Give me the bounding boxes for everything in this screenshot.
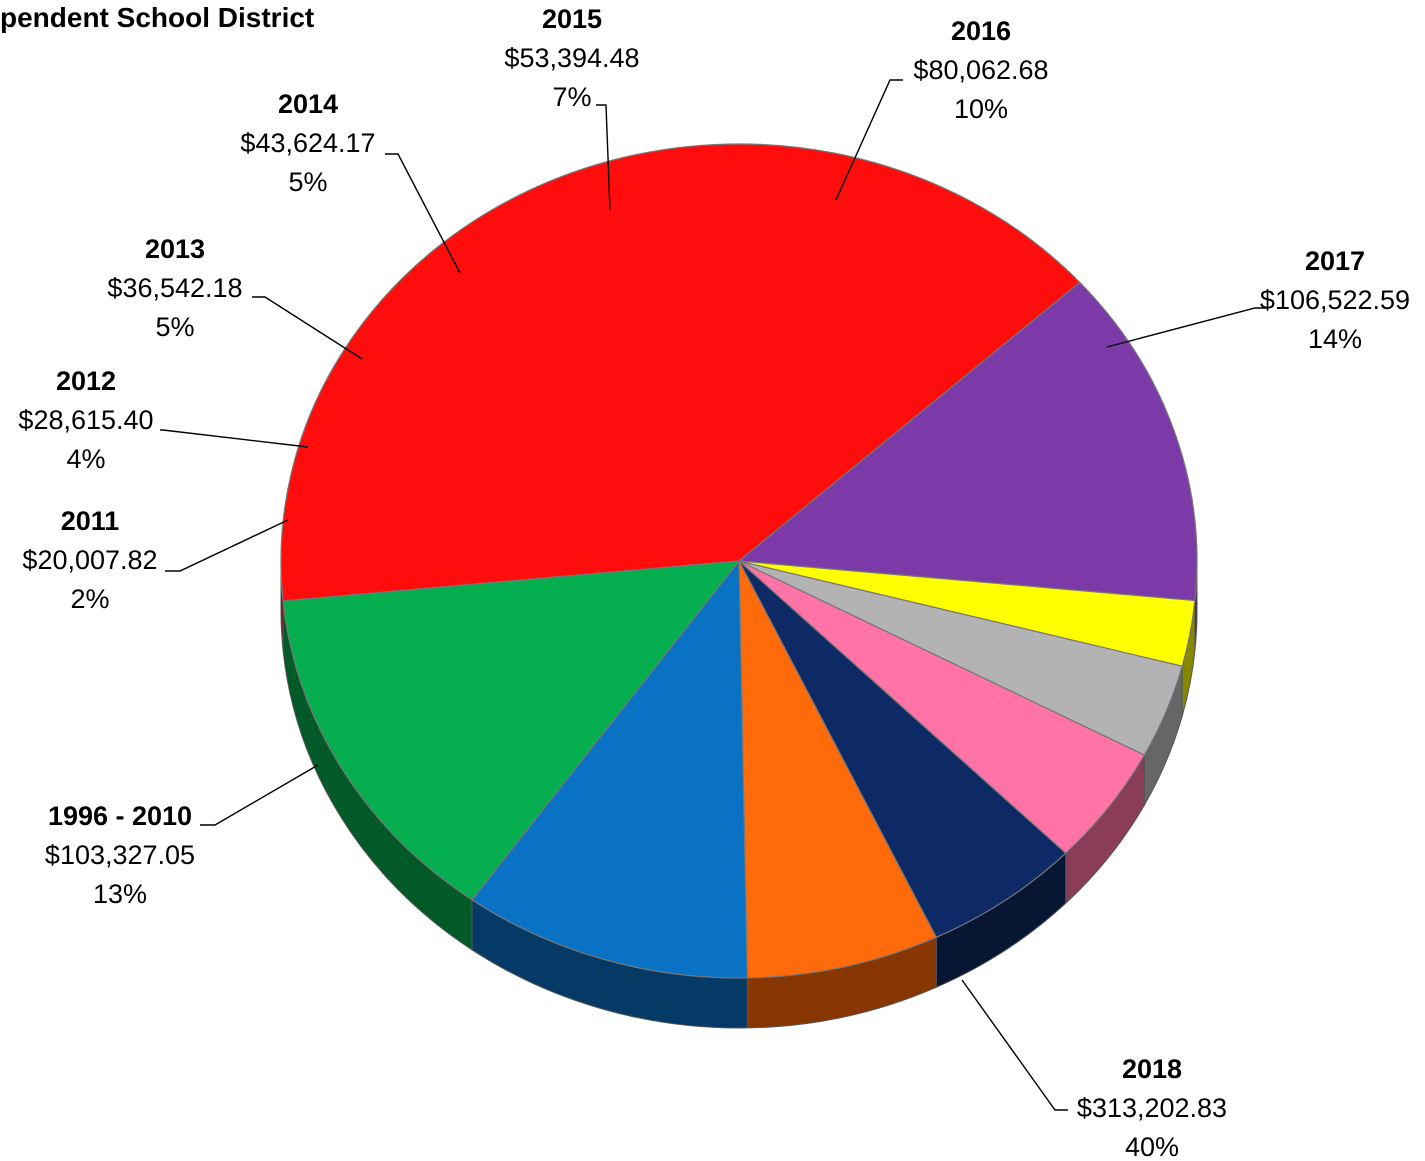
slice-percent: 2% xyxy=(70,584,109,614)
slice-label: 2013 xyxy=(145,234,205,264)
slice-value: $43,624.17 xyxy=(240,128,375,158)
slice-label: 1996 - 2010 xyxy=(48,801,192,831)
slice-percent: 14% xyxy=(1308,324,1362,354)
slice-value: $313,202.83 xyxy=(1077,1093,1227,1123)
slice-label: 2016 xyxy=(951,16,1011,46)
slice-value: $20,007.82 xyxy=(22,545,157,575)
slice-percent: 5% xyxy=(155,312,194,342)
slice-percent: 7% xyxy=(552,82,591,112)
pie-top xyxy=(281,144,1197,978)
slice-label: 2015 xyxy=(542,4,602,34)
slice-percent: 5% xyxy=(288,167,327,197)
slice-value: $103,327.05 xyxy=(45,840,195,870)
slice-label: 2018 xyxy=(1122,1054,1182,1084)
slice-value: $80,062.68 xyxy=(913,55,1048,85)
leader-line xyxy=(165,520,288,571)
slice-value: $106,522.59 xyxy=(1260,285,1410,315)
slice-label: 2014 xyxy=(278,89,338,119)
leader-line xyxy=(160,430,308,447)
slice-label: 2011 xyxy=(61,506,120,536)
slice-value: $53,394.48 xyxy=(504,43,639,73)
slice-value: $28,615.40 xyxy=(18,405,153,435)
slice-label: 2012 xyxy=(56,366,116,396)
slice-percent: 10% xyxy=(954,94,1008,124)
slice-value: $36,542.18 xyxy=(107,273,242,303)
leader-line xyxy=(200,765,318,825)
slice-label: 2017 xyxy=(1305,246,1365,276)
slice-percent: 40% xyxy=(1125,1132,1179,1161)
leader-line xyxy=(962,980,1068,1110)
leader-line xyxy=(1107,308,1268,347)
slice-percent: 4% xyxy=(66,444,105,474)
slice-percent: 13% xyxy=(93,879,147,909)
